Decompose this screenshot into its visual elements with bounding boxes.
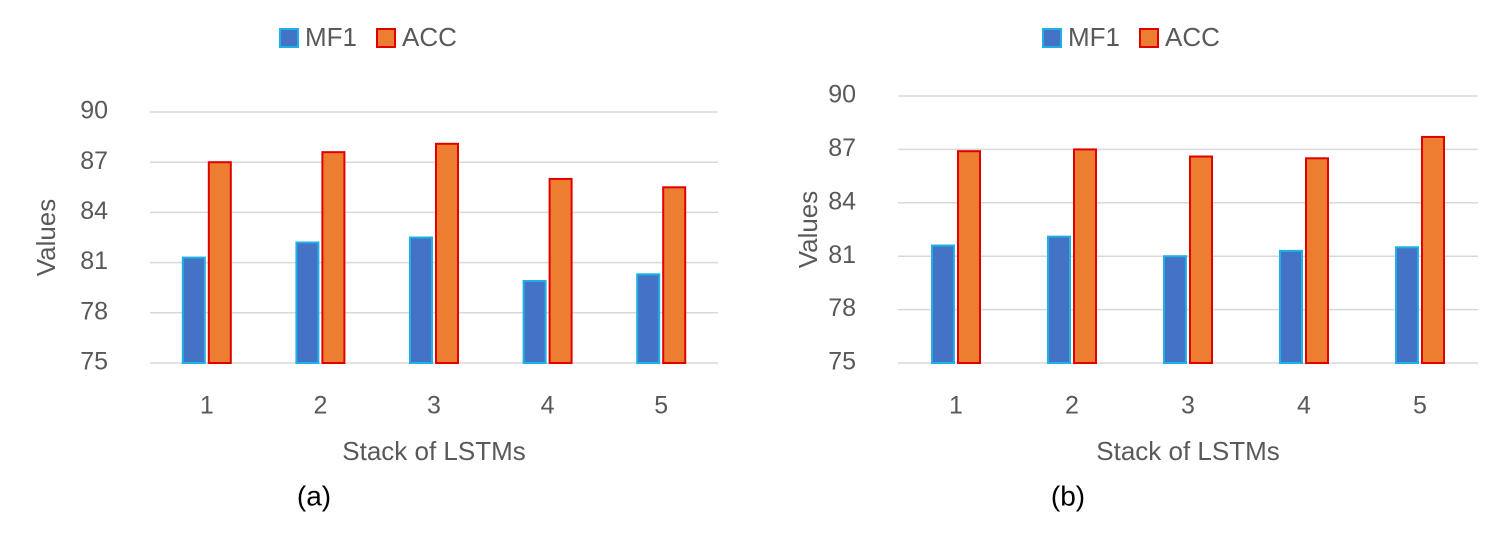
legend-swatch — [1042, 28, 1062, 48]
bar — [548, 177, 573, 364]
x-axis-label: Stack of LSTMs — [342, 436, 526, 466]
x-tick-label: 1 — [200, 392, 214, 420]
bar — [957, 150, 981, 364]
caption: (a) — [297, 480, 331, 511]
bar — [931, 244, 955, 365]
bar — [1305, 157, 1329, 364]
y-tick-label: 75 — [828, 348, 856, 376]
bar — [636, 273, 661, 364]
bar — [207, 161, 232, 364]
bar — [1163, 255, 1187, 365]
y-tick-label: 90 — [80, 97, 108, 125]
y-tick-label: 84 — [80, 197, 108, 225]
bar — [295, 241, 320, 365]
bar — [1395, 246, 1419, 364]
x-tick-label: 3 — [427, 392, 441, 420]
x-tick-label: 5 — [1413, 392, 1427, 420]
x-tick-label: 2 — [313, 392, 327, 420]
y-tick-label: 90 — [828, 81, 856, 109]
bar — [409, 236, 433, 364]
x-axis-label: Stack of LSTMs — [1096, 436, 1280, 466]
legend-label: MF1 — [305, 22, 357, 52]
bar — [1047, 235, 1071, 364]
y-tick-label: 78 — [80, 297, 108, 325]
y-tick-label: 84 — [828, 187, 856, 215]
bar — [321, 151, 346, 364]
x-tick-label: 1 — [949, 392, 963, 420]
bar — [181, 256, 206, 364]
bar — [1073, 148, 1097, 364]
bar — [1279, 249, 1303, 364]
x-tick-label: 5 — [654, 392, 668, 420]
legend-swatch — [1139, 28, 1159, 48]
x-tick-label: 3 — [1181, 392, 1195, 420]
legend-swatch — [279, 28, 299, 48]
y-tick-label: 78 — [828, 294, 856, 322]
bar — [1421, 135, 1445, 364]
bar — [435, 142, 459, 364]
legend-swatch — [376, 28, 396, 48]
legend-label: ACC — [402, 22, 457, 52]
bar — [522, 280, 547, 364]
y-tick-label: 75 — [80, 348, 108, 376]
x-tick-label: 2 — [1065, 392, 1079, 420]
legend-label: MF1 — [1068, 22, 1120, 52]
y-tick-label: 87 — [828, 134, 856, 162]
bar — [662, 186, 687, 364]
caption: (b) — [1051, 480, 1085, 511]
y-tick-label: 81 — [80, 247, 108, 275]
x-tick-label: 4 — [541, 392, 555, 420]
y-axis-label: Values — [793, 191, 823, 269]
legend-label: ACC — [1165, 22, 1220, 52]
x-tick-label: 4 — [1297, 392, 1311, 420]
y-tick-label: 81 — [828, 241, 856, 269]
bar — [1189, 155, 1213, 364]
y-tick-label: 87 — [80, 147, 108, 175]
y-axis-label: Values — [31, 199, 61, 277]
